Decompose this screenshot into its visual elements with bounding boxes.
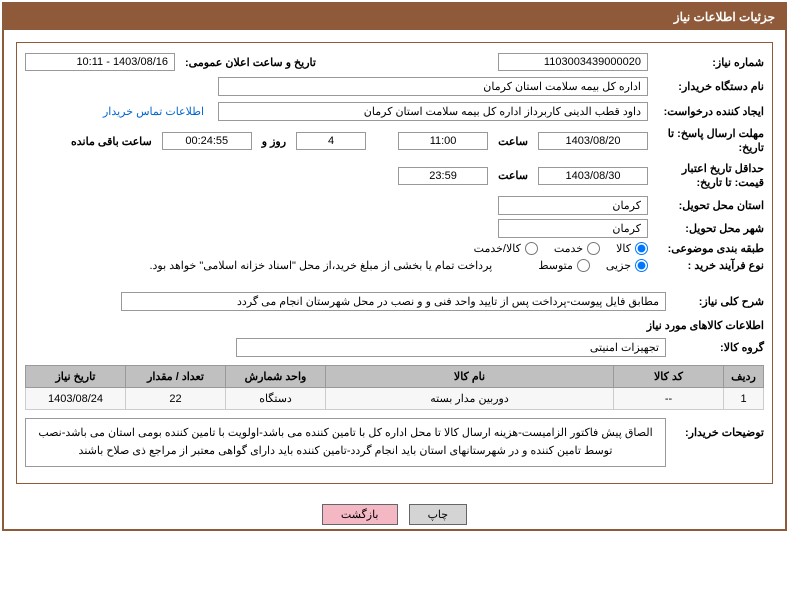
group-label: گروه کالا: bbox=[674, 341, 764, 354]
row-description: توضیحات خریدار: الصاق پیش فاکتور الزامیس… bbox=[25, 418, 764, 467]
process-note: پرداخت تمام یا بخشی از مبلغ خرید،از محل … bbox=[145, 259, 496, 272]
radio-partial-label: جزیی bbox=[606, 259, 631, 272]
days-after-label: روز و bbox=[258, 135, 290, 148]
radio-service[interactable]: خدمت bbox=[554, 242, 600, 255]
radio-partial-input[interactable] bbox=[635, 259, 648, 272]
province-label: استان محل تحویل: bbox=[654, 199, 764, 212]
table-row: 1 -- دوربین مدار بسته دستگاه 22 1403/08/… bbox=[26, 388, 764, 410]
remaining-label: ساعت باقی مانده bbox=[67, 135, 156, 148]
validity-date: 1403/08/30 bbox=[538, 167, 648, 185]
th-name: نام کالا bbox=[326, 366, 614, 388]
process-radio-group: جزیی متوسط bbox=[538, 259, 648, 272]
panel-title: جزئیات اطلاعات نیاز bbox=[674, 10, 775, 24]
summary-label: شرح کلی نیاز: bbox=[674, 295, 764, 308]
process-label: نوع فرآیند خرید : bbox=[654, 259, 764, 272]
category-radio-group: کالا خدمت کالا/خدمت bbox=[474, 242, 648, 255]
category-label: طبقه بندی موضوعی: bbox=[654, 242, 764, 255]
days-value: 4 bbox=[296, 132, 366, 150]
back-button[interactable]: بازگشت bbox=[322, 504, 398, 525]
deadline-label: مهلت ارسال پاسخ: تا تاریخ: bbox=[654, 127, 764, 156]
main-container: جزئیات اطلاعات نیاز شماره نیاز: 11030034… bbox=[2, 2, 787, 531]
radio-goods-input[interactable] bbox=[635, 242, 648, 255]
radio-both[interactable]: کالا/خدمت bbox=[474, 242, 538, 255]
goods-table: ردیف کد کالا نام کالا واحد شمارش تعداد /… bbox=[25, 365, 764, 410]
radio-partial[interactable]: جزیی bbox=[606, 259, 648, 272]
time-label-1: ساعت bbox=[494, 135, 532, 148]
row-process: نوع فرآیند خرید : جزیی متوسط پرداخت تمام… bbox=[25, 259, 764, 272]
td-code: -- bbox=[614, 388, 724, 410]
td-name: دوربین مدار بسته bbox=[326, 388, 614, 410]
province-value: کرمان bbox=[498, 196, 648, 215]
description-value: الصاق پیش فاکتور الزامیست-هزینه ارسال کا… bbox=[25, 418, 666, 467]
row-group: گروه کالا: تجهیزات امنیتی bbox=[25, 338, 764, 357]
buyer-value: اداره کل بیمه سلامت استان کرمان bbox=[218, 77, 648, 96]
row-summary: شرح کلی نیاز: مطابق فایل پیوست-پرداخت پس… bbox=[25, 292, 764, 311]
requester-value: داود قطب الدینی کاربرداز اداره کل بیمه س… bbox=[218, 102, 648, 121]
city-value: کرمان bbox=[498, 219, 648, 238]
td-date: 1403/08/24 bbox=[26, 388, 126, 410]
row-city: شهر محل تحویل: کرمان bbox=[25, 219, 764, 238]
deadline-time: 11:00 bbox=[398, 132, 488, 150]
contact-link[interactable]: اطلاعات تماس خریدار bbox=[103, 105, 204, 118]
requester-label: ایجاد کننده درخواست: bbox=[654, 105, 764, 118]
radio-service-input[interactable] bbox=[587, 242, 600, 255]
validity-label: حداقل تاریخ اعتبار قیمت: تا تاریخ: bbox=[654, 162, 764, 191]
radio-goods[interactable]: کالا bbox=[616, 242, 648, 255]
row-province: استان محل تحویل: کرمان bbox=[25, 196, 764, 215]
radio-medium-input[interactable] bbox=[577, 259, 590, 272]
th-row: ردیف bbox=[724, 366, 764, 388]
radio-medium[interactable]: متوسط bbox=[538, 259, 590, 272]
group-value: تجهیزات امنیتی bbox=[236, 338, 666, 357]
deadline-date: 1403/08/20 bbox=[538, 132, 648, 150]
announce-label: تاریخ و ساعت اعلان عمومی: bbox=[181, 56, 320, 69]
announce-value: 1403/08/16 - 10:11 bbox=[25, 53, 175, 71]
row-need-number: شماره نیاز: 1103003439000020 تاریخ و ساع… bbox=[25, 53, 764, 71]
time-label-2: ساعت bbox=[494, 169, 532, 182]
need-number-value: 1103003439000020 bbox=[498, 53, 648, 71]
row-category: طبقه بندی موضوعی: کالا خدمت کالا/خدمت bbox=[25, 242, 764, 255]
form-panel: شماره نیاز: 1103003439000020 تاریخ و ساع… bbox=[16, 42, 773, 484]
td-unit: دستگاه bbox=[226, 388, 326, 410]
td-qty: 22 bbox=[126, 388, 226, 410]
need-number-label: شماره نیاز: bbox=[654, 56, 764, 69]
print-button[interactable]: چاپ bbox=[409, 504, 468, 525]
validity-time: 23:59 bbox=[398, 167, 488, 185]
th-date: تاریخ نیاز bbox=[26, 366, 126, 388]
panel-header: جزئیات اطلاعات نیاز bbox=[4, 4, 785, 30]
row-buyer: نام دستگاه خریدار: اداره کل بیمه سلامت ا… bbox=[25, 77, 764, 96]
city-label: شهر محل تحویل: bbox=[654, 222, 764, 235]
th-qty: تعداد / مقدار bbox=[126, 366, 226, 388]
radio-service-label: خدمت bbox=[554, 242, 583, 255]
goods-section-title: اطلاعات کالاهای مورد نیاز bbox=[25, 319, 764, 332]
summary-value: مطابق فایل پیوست-پرداخت پس از تایید واحد… bbox=[121, 292, 666, 311]
radio-both-label: کالا/خدمت bbox=[474, 242, 521, 255]
row-deadline: مهلت ارسال پاسخ: تا تاریخ: 1403/08/20 سا… bbox=[25, 127, 764, 156]
countdown-value: 00:24:55 bbox=[162, 132, 252, 150]
button-row: چاپ بازگشت bbox=[4, 496, 785, 529]
row-requester: ایجاد کننده درخواست: داود قطب الدینی کار… bbox=[25, 102, 764, 121]
th-code: کد کالا bbox=[614, 366, 724, 388]
radio-goods-label: کالا bbox=[616, 242, 631, 255]
radio-both-input[interactable] bbox=[525, 242, 538, 255]
buyer-label: نام دستگاه خریدار: bbox=[654, 80, 764, 93]
description-label: توضیحات خریدار: bbox=[674, 418, 764, 439]
radio-medium-label: متوسط bbox=[538, 259, 573, 272]
th-unit: واحد شمارش bbox=[226, 366, 326, 388]
td-row: 1 bbox=[724, 388, 764, 410]
row-validity: حداقل تاریخ اعتبار قیمت: تا تاریخ: 1403/… bbox=[25, 162, 764, 191]
table-header-row: ردیف کد کالا نام کالا واحد شمارش تعداد /… bbox=[26, 366, 764, 388]
